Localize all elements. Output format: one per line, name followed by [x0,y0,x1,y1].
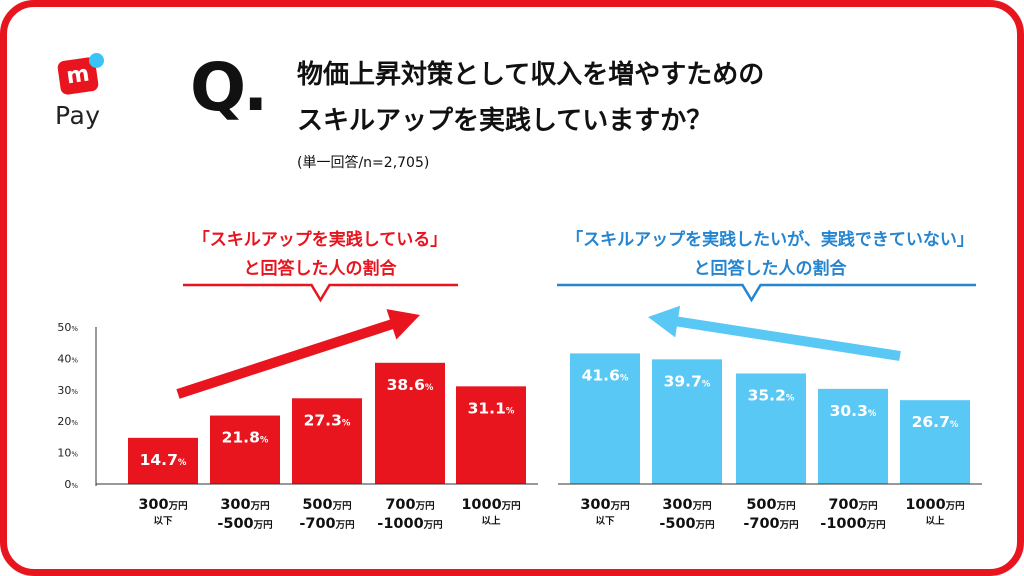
page-title: 物価上昇対策として収入を増やすための スキルアップを実践していますか？ [297,52,764,144]
logo-dot [89,53,104,68]
left-data-label: 21.8% [222,429,269,447]
title-line-2: スキルアップを実践していますか？ [297,106,713,136]
left-category-sublabel: 以上 [481,515,501,527]
left-header-line [183,283,458,303]
right-data-label: 30.3% [830,402,877,420]
left-category-label: 300万円 [220,497,269,513]
right-data-label: 39.7% [664,372,711,390]
left-trend-arrow [176,309,420,399]
left-y-tick-label: 30% [57,384,78,397]
left-category-sublabel: -1000万円 [377,516,442,532]
right-category-sublabel: 以下 [595,516,615,527]
left-y-tick-label: 10% [57,447,78,460]
left-category-sublabel: -700万円 [299,516,354,532]
right-chart-title-line-2: と回答した人の割合 [693,259,847,279]
left-chart-title-line-1: 「スキルアップを実践している」 [192,230,448,250]
left-category-label: 1000万円 [461,497,520,513]
right-category-label: 1000万円 [905,497,964,513]
left-y-tick-label: 40% [57,352,78,365]
right-category-label: 500万円 [746,497,795,513]
right-bar [736,373,806,484]
right-bar [652,359,722,484]
right-bar [570,353,640,484]
left-data-label: 31.1% [468,399,515,417]
title-line-1: 物価上昇対策として収入を増やすための [297,60,765,90]
right-category-label: 300万円 [580,497,629,513]
right-trend-arrow [648,305,901,361]
right-category-label: 300万円 [662,497,711,513]
left-category-label: 700万円 [385,497,434,513]
left-bar [375,362,445,484]
right-chart-title-line-1: 「スキルアップを実践したいが、実践できていない」 [566,230,974,250]
right-category-sublabel: -500万円 [659,516,714,532]
left-bar [456,386,526,484]
left-bar [210,415,280,484]
left-category-sublabel: 以下 [153,516,173,527]
right-data-label: 26.7% [912,413,959,431]
right-chart-title: 「スキルアップを実践したいが、実践できていない」 と回答した人の割合 [540,226,1000,284]
left-category-sublabel: -500万円 [217,516,272,532]
left-chart-title: 「スキルアップを実践している」 と回答した人の割合 [170,226,470,284]
left-category-label: 500万円 [302,497,351,513]
right-data-label: 35.2% [748,386,795,404]
right-bar [818,388,888,484]
logo-text: Pay [55,101,101,130]
right-category-sublabel: -700万円 [743,516,798,532]
left-data-label: 14.7% [140,451,187,469]
left-data-label: 38.6% [387,376,434,394]
right-category-sublabel: 以上 [925,515,945,527]
left-y-tick-label: 50% [57,321,78,334]
right-category-label: 700万円 [828,497,877,513]
right-data-label: 41.6% [582,366,629,384]
left-data-label: 27.3% [304,411,351,429]
right-bar [900,400,970,484]
left-category-label: 300万円 [138,497,187,513]
right-header-line [557,283,976,303]
question-mark: Q. [190,49,268,126]
left-y-tick-label: 20% [57,415,78,428]
left-bar [128,437,198,484]
left-chart-title-line-2: と回答した人の割合 [243,259,397,279]
right-category-sublabel: -1000万円 [820,516,885,532]
left-bar [292,398,362,484]
subtitle: (単一回答/n=2,705) [297,155,430,171]
left-y-tick-label: 0% [64,478,78,491]
merpay-logo: m Pay [53,51,113,141]
